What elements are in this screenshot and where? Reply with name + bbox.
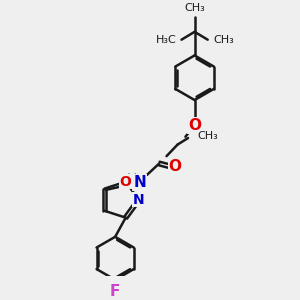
Text: CH₃: CH₃ [197, 131, 218, 141]
Text: CH₃: CH₃ [184, 3, 205, 13]
Text: F: F [110, 284, 120, 299]
Text: H: H [127, 172, 137, 186]
Text: N: N [133, 193, 145, 207]
Text: O: O [120, 175, 132, 189]
Text: N: N [133, 175, 146, 190]
Text: CH₃: CH₃ [213, 35, 234, 45]
Text: O: O [168, 159, 182, 174]
Text: H₃C: H₃C [155, 35, 176, 45]
Text: O: O [188, 118, 201, 133]
